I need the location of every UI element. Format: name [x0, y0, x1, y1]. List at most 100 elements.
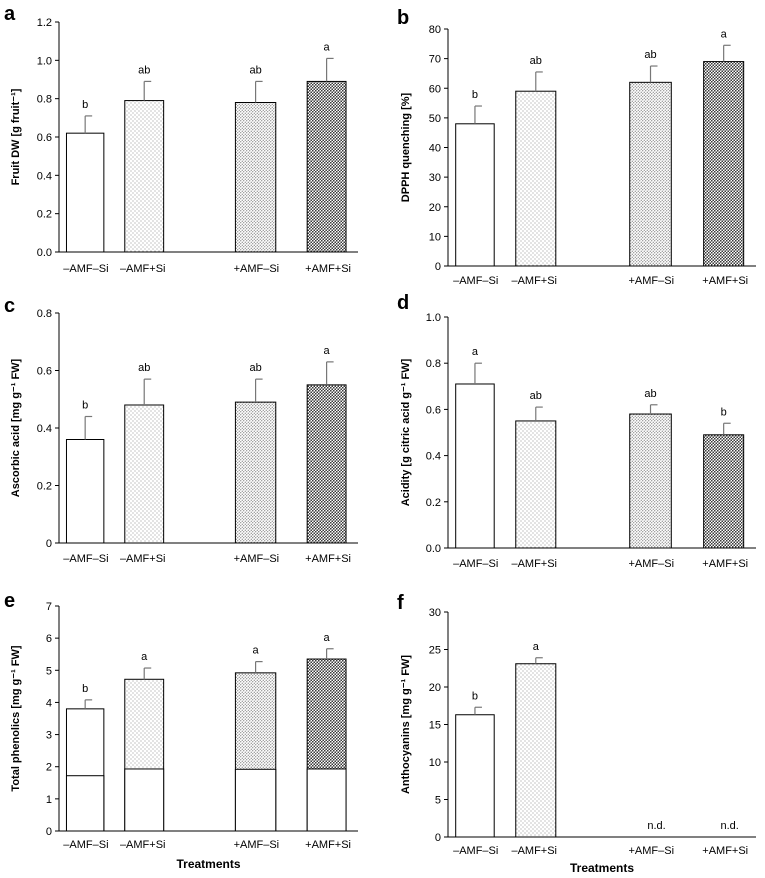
y-tick-label: 20 [429, 202, 441, 214]
x-tick-label: +AMF–Si [629, 275, 675, 287]
bar-1 [455, 714, 495, 838]
bar-lower-segment-2 [124, 768, 165, 832]
y-tick-label: 0.2 [37, 481, 52, 493]
significance-label-2: a [533, 641, 540, 653]
bar-2 [124, 404, 165, 544]
y-tick-label: 60 [429, 83, 441, 95]
panel-letter: f [397, 592, 404, 614]
y-tick-label: 1.0 [37, 55, 52, 67]
bar-3 [234, 401, 277, 544]
bar-1 [65, 132, 105, 253]
significance-label-1: b [82, 99, 88, 111]
y-tick-label: 30 [429, 607, 441, 619]
y-tick-label: 10 [429, 757, 441, 769]
panel-letter: d [397, 292, 409, 314]
significance-label-4: a [324, 41, 331, 53]
panel-b: b b ab ab a 0 10 20 30 40 50 60 70 80 –AMF–Si –AMF+Si +A… [397, 7, 756, 287]
panel-letter: c [4, 295, 15, 317]
y-tick-label: 5 [46, 665, 52, 677]
y-tick-label: 7 [46, 601, 52, 613]
significance-label-1: b [472, 690, 478, 702]
x-tick-label: +AMF+Si [305, 553, 351, 565]
x-tick-label: +AMF–Si [234, 839, 280, 851]
significance-label-3: ab [644, 49, 656, 61]
significance-label-2: ab [530, 55, 542, 67]
significance-label-1: a [472, 346, 479, 358]
y-tick-label: 10 [429, 231, 441, 243]
y-tick-label: 70 [429, 54, 441, 66]
x-tick-label: –AMF+Si [511, 275, 557, 287]
bar-1 [455, 383, 495, 549]
bar-lower-segment-4 [306, 768, 347, 832]
bar-4 [306, 80, 347, 253]
y-axis-label: Anthocyanins [mg g⁻¹ FW] [400, 655, 412, 794]
y-tick-label: 0.2 [37, 209, 52, 221]
significance-label-1: b [82, 400, 88, 412]
y-tick-label: 0.0 [426, 543, 441, 555]
x-tick-label: –AMF+Si [511, 558, 557, 570]
y-tick-label: 40 [429, 143, 441, 155]
x-tick-label: –AMF–Si [453, 558, 498, 570]
y-tick-label: 0 [46, 538, 52, 550]
y-tick-label: 2 [46, 762, 52, 774]
y-axis-label: Total phenolics [mg g⁻¹ FW] [10, 645, 22, 791]
bar-3 [629, 81, 672, 267]
x-tick-label: +AMF+Si [702, 275, 748, 287]
bar-2 [515, 90, 557, 267]
x-tick-label: –AMF–Si [453, 275, 498, 287]
panel-letter: e [4, 590, 15, 612]
y-tick-label: 6 [46, 633, 52, 645]
y-tick-label: 1 [46, 794, 52, 806]
y-axis-label: DPPH quenching [%] [400, 92, 412, 202]
significance-label-2: ab [530, 390, 542, 402]
y-tick-label: 80 [429, 24, 441, 36]
y-axis-label: Fruit DW [g fruit⁻¹] [10, 88, 22, 185]
y-tick-label: 5 [435, 795, 441, 807]
bar-2 [124, 100, 165, 253]
x-tick-label: +AMF–Si [629, 845, 675, 857]
significance-label-1: b [82, 683, 88, 695]
y-tick-label: 1.0 [426, 312, 441, 324]
y-tick-label: 4 [46, 697, 52, 709]
x-axis-label: Treatments [176, 857, 240, 871]
x-tick-label: –AMF–Si [453, 845, 498, 857]
significance-label-3: a [253, 645, 260, 657]
bar-4 [703, 434, 745, 549]
y-tick-label: 0 [435, 832, 441, 844]
y-tick-label: 0.8 [37, 94, 52, 106]
y-tick-label: 25 [429, 645, 441, 657]
significance-label-3: ab [249, 362, 261, 374]
x-tick-label: +AMF–Si [629, 558, 675, 570]
y-tick-label: 0.6 [426, 404, 441, 416]
panel-letter: a [4, 3, 16, 25]
y-tick-label: 20 [429, 682, 441, 694]
x-tick-label: –AMF+Si [120, 263, 166, 275]
panel-e: e b a a a 0 1 2 3 4 5 6 7 –AMF–Si –AMF+Si +AMF–Si +AMF+S… [4, 590, 358, 871]
significance-label-2: ab [138, 64, 150, 76]
bar-1 [65, 439, 105, 544]
y-tick-label: 0.8 [37, 308, 52, 320]
y-axis-label: Ascorbic acid [mg g⁻¹ FW] [10, 358, 22, 497]
significance-label-4: a [721, 28, 728, 40]
not-detected-label-4: n.d. [720, 820, 738, 832]
x-tick-label: –AMF+Si [120, 839, 166, 851]
y-tick-label: 3 [46, 730, 52, 742]
y-tick-label: 1.2 [37, 17, 52, 29]
y-tick-label: 15 [429, 720, 441, 732]
x-tick-label: +AMF+Si [305, 263, 351, 275]
y-tick-label: 0.4 [37, 423, 52, 435]
bar-2 [515, 663, 557, 838]
x-tick-label: –AMF–Si [63, 553, 108, 565]
bar-lower-segment-3 [234, 768, 277, 832]
significance-label-3: ab [249, 64, 261, 76]
x-tick-label: –AMF–Si [63, 839, 108, 851]
significance-label-3: ab [644, 388, 656, 400]
bar-3 [629, 413, 672, 549]
y-tick-label: 0.0 [37, 247, 52, 259]
y-tick-label: 0.8 [426, 358, 441, 370]
x-tick-label: –AMF+Si [511, 845, 557, 857]
significance-label-4: b [721, 406, 727, 418]
bar-3 [234, 102, 277, 253]
panel-letter: b [397, 7, 409, 29]
y-tick-label: 0.6 [37, 366, 52, 378]
